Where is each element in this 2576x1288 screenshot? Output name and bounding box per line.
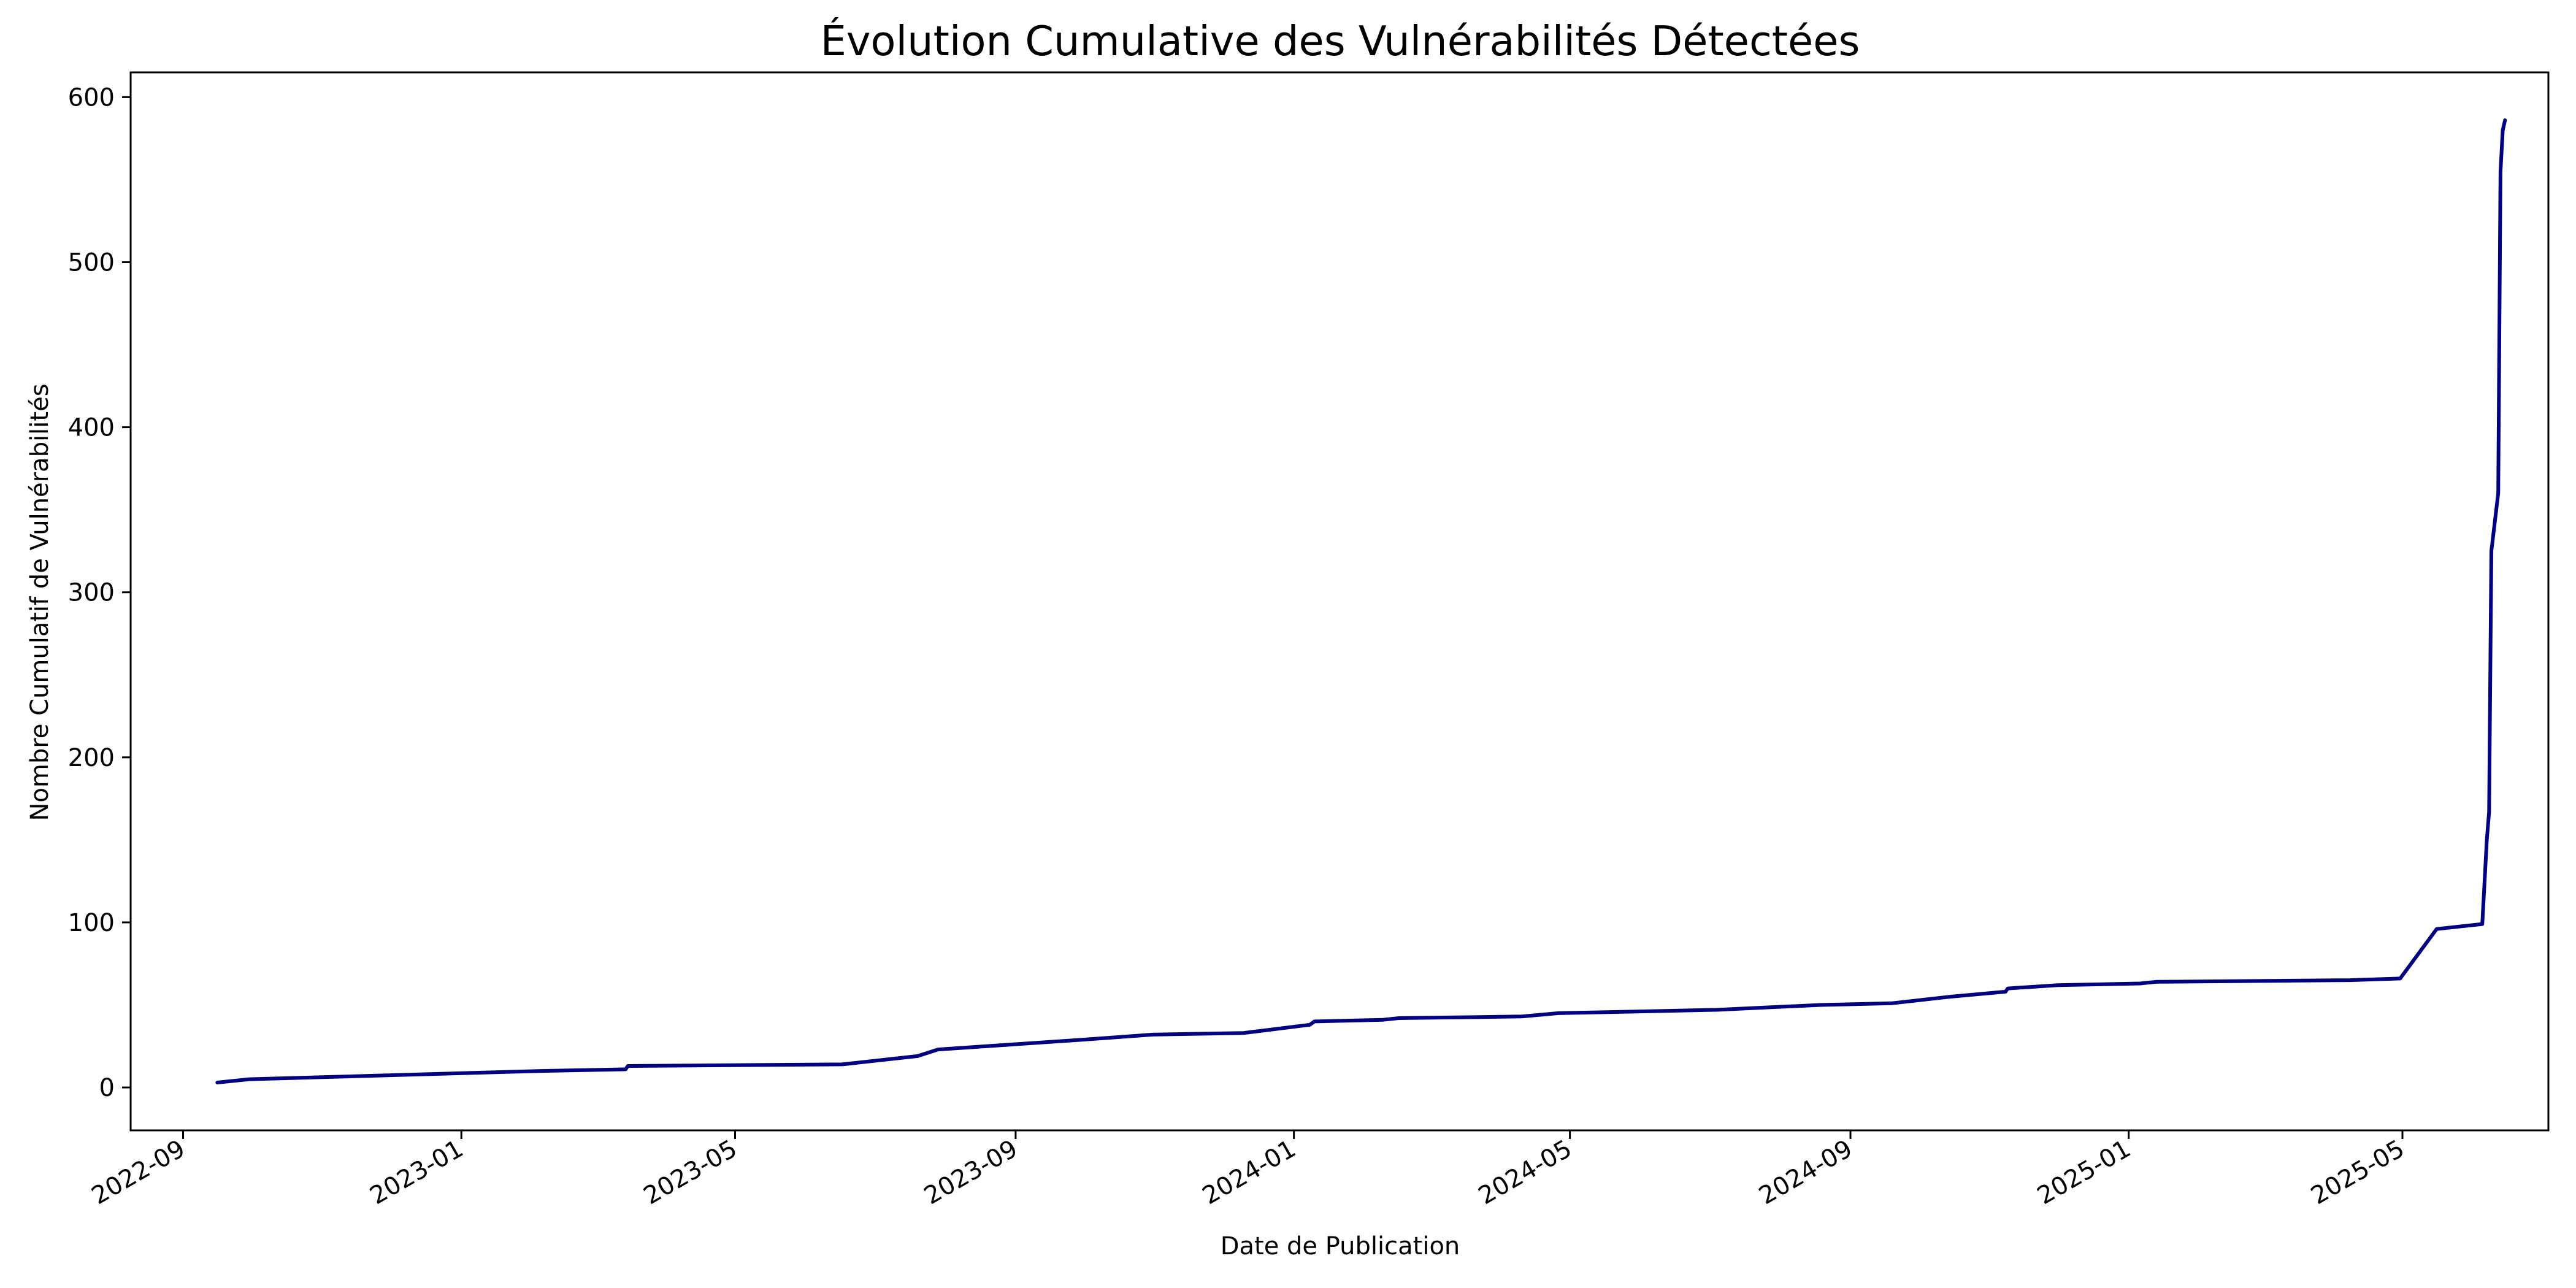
y-tick-label: 600 [68, 83, 115, 112]
y-tick-label: 400 [68, 414, 115, 442]
plot-area [129, 71, 2550, 1132]
y-tick-label: 300 [68, 579, 115, 607]
y-axis-label: Nombre Cumulatif de Vulnérabilités [26, 383, 54, 821]
y-tick-label: 100 [68, 909, 115, 937]
y-tick-label: 500 [68, 248, 115, 277]
y-tick-label: 0 [99, 1074, 115, 1102]
y-tick-label: 200 [68, 744, 115, 772]
chart-title: Évolution Cumulative des Vulnérabilités … [821, 17, 1860, 65]
y-axis: 0 100 200 300 400 500 600 [68, 83, 131, 1102]
x-axis-label: Date de Publication [1221, 1232, 1460, 1260]
series-line [215, 118, 2507, 1084]
